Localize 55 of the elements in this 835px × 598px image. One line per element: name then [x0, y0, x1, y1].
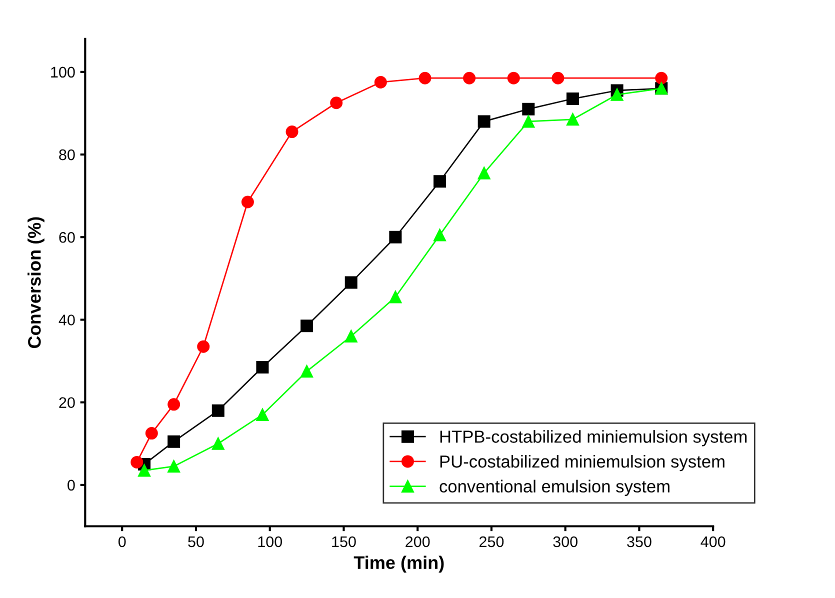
x-tick-label: 250 — [479, 536, 504, 548]
point — [434, 175, 446, 188]
point — [655, 72, 668, 84]
point — [434, 228, 446, 242]
point — [197, 340, 210, 353]
x-tick-label: 400 — [700, 536, 726, 548]
y-tick-label: 20 — [59, 397, 75, 408]
point — [138, 464, 151, 477]
point — [478, 166, 490, 180]
y-axis-title: Conversion (%) — [28, 217, 44, 348]
y-tick-label: 60 — [59, 232, 75, 243]
y-tick-label: 40 — [58, 314, 75, 326]
y-tick-label: 0 — [68, 480, 75, 491]
point — [256, 360, 269, 374]
point — [522, 115, 535, 128]
point — [610, 88, 624, 101]
x-tick-label: 200 — [406, 536, 430, 548]
point — [212, 437, 224, 450]
point — [389, 290, 402, 304]
point — [566, 92, 579, 106]
point — [241, 196, 254, 208]
point — [566, 113, 579, 126]
x-tick-label: 150 — [332, 536, 356, 548]
point — [168, 435, 180, 448]
point — [344, 276, 358, 289]
legend-label: conventional emulsion system — [440, 480, 670, 496]
point — [389, 230, 402, 244]
point — [330, 96, 343, 110]
point — [463, 72, 476, 84]
point — [130, 456, 144, 468]
x-tick-label: 300 — [553, 536, 578, 548]
point — [300, 365, 314, 378]
point — [418, 72, 432, 84]
point — [256, 408, 269, 421]
y-tick-label: 80 — [59, 149, 75, 160]
point — [145, 427, 158, 440]
point — [552, 72, 564, 84]
x-tick-label: 50 — [188, 536, 204, 548]
point — [374, 76, 387, 88]
point — [286, 126, 298, 138]
point — [168, 398, 180, 411]
point — [507, 72, 520, 84]
x-tick-label: 0 — [118, 536, 126, 548]
legend-label: PU-costabilized miniemulsion system — [440, 454, 724, 472]
x-tick-label: 100 — [258, 536, 282, 548]
point — [300, 320, 314, 332]
point — [478, 115, 490, 128]
point — [522, 102, 535, 116]
point — [212, 404, 224, 417]
x-axis-title: Time (min) — [354, 556, 444, 573]
point — [344, 330, 358, 342]
y-tick-label: 100 — [51, 66, 75, 78]
legend-label: HTPB-costabilized miniemulsion system — [440, 430, 747, 446]
point — [168, 460, 180, 473]
x-tick-label: 350 — [627, 536, 652, 548]
